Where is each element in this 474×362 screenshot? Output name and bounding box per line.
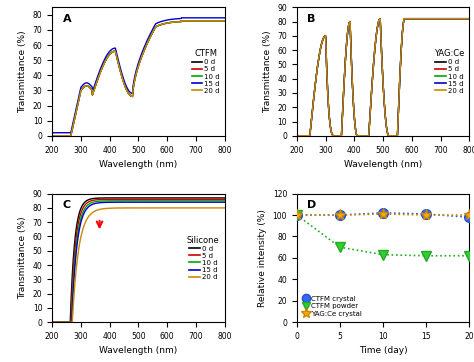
- Text: D: D: [307, 200, 317, 210]
- Y-axis label: Transmittance (%): Transmittance (%): [263, 30, 272, 113]
- Legend: 0 d, 5 d, 10 d, 15 d, 20 d: 0 d, 5 d, 10 d, 15 d, 20 d: [433, 48, 466, 95]
- Y-axis label: Relative intensity (%): Relative intensity (%): [258, 209, 267, 307]
- Text: B: B: [307, 14, 316, 24]
- Legend: CTFM crystal, CTFM powder, YAG:Ce crystal: CTFM crystal, CTFM powder, YAG:Ce crysta…: [301, 294, 365, 319]
- Y-axis label: Transmittance (%): Transmittance (%): [18, 30, 27, 113]
- X-axis label: Time (day): Time (day): [359, 346, 407, 355]
- X-axis label: Wavelength (nm): Wavelength (nm): [344, 160, 422, 169]
- Legend: 0 d, 5 d, 10 d, 15 d, 20 d: 0 d, 5 d, 10 d, 15 d, 20 d: [190, 48, 221, 95]
- Text: C: C: [63, 200, 71, 210]
- Y-axis label: Transmittance (%): Transmittance (%): [18, 216, 27, 299]
- Legend: 0 d, 5 d, 10 d, 15 d, 20 d: 0 d, 5 d, 10 d, 15 d, 20 d: [185, 235, 221, 281]
- X-axis label: Wavelength (nm): Wavelength (nm): [99, 346, 177, 355]
- Text: A: A: [63, 14, 71, 24]
- X-axis label: Wavelength (nm): Wavelength (nm): [99, 160, 177, 169]
